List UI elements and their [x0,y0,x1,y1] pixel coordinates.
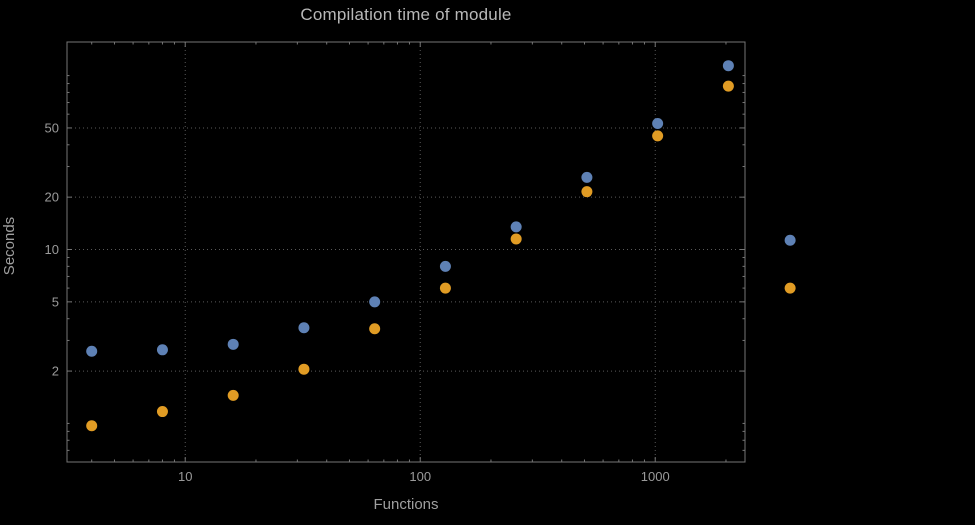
y-axis-label: Seconds [1,216,18,276]
gridlines [67,42,745,462]
data-point [369,296,381,308]
y-tick-label: 50 [45,120,59,135]
y-tick-label: 20 [45,190,59,205]
tick-marks [67,42,745,463]
data-point [86,420,98,432]
x-tick-label: 1000 [641,469,670,484]
data-point [227,389,239,401]
data-point [722,80,734,92]
y-tick-label: 2 [52,364,59,379]
x-axis-label: Functions [373,496,439,513]
data-point [298,363,310,375]
data-points-series-2-orange [86,80,734,432]
data-point [439,260,451,272]
chart-title: Compilation time of module [300,5,512,24]
data-point [369,323,381,335]
data-point [156,406,168,418]
data-point [581,171,593,183]
data-point [652,118,664,130]
legend-marker-icon [784,234,796,246]
legend-marker-icon [784,282,796,294]
data-point [652,130,664,142]
data-point [510,221,522,233]
data-point [722,60,734,72]
data-point [156,344,168,356]
data-point [227,338,239,350]
plot-frame [66,41,746,463]
x-tick-label: 10 [178,469,192,484]
data-point [86,345,98,357]
y-tick-labels: 2 5 10 20 50 [45,120,59,378]
data-point [581,186,593,198]
x-tick-labels: 10 100 1000 [178,469,670,484]
y-tick-label: 10 [45,242,59,257]
data-points-series-1-blue [86,60,734,357]
data-point [510,233,522,245]
x-tick-label: 100 [409,469,431,484]
outside-legend-markers [784,234,796,294]
y-tick-label: 5 [52,294,59,309]
data-point [439,282,451,294]
data-point [298,322,310,334]
